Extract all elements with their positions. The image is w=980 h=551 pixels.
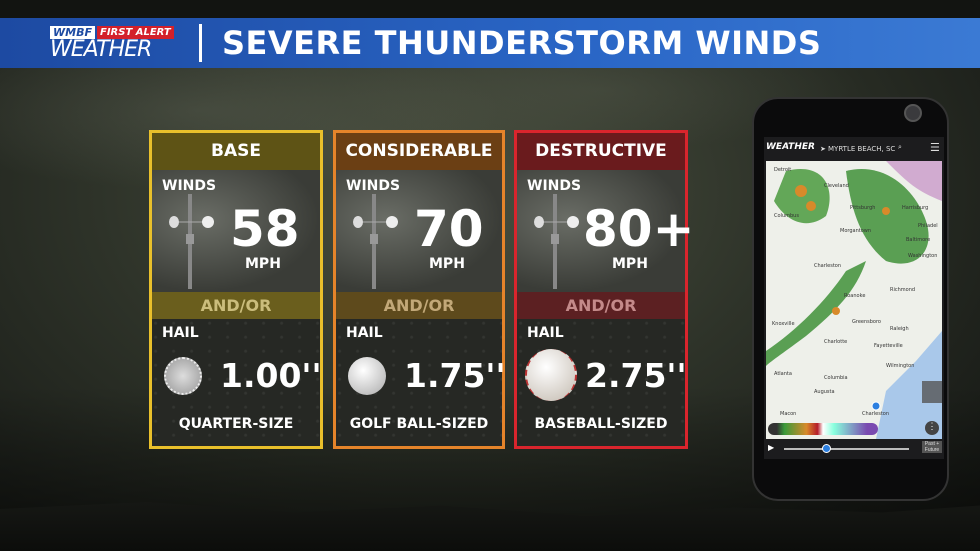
map-city-label: Roanoke — [844, 293, 866, 299]
hail-size-description: BASEBALL-SIZED — [534, 416, 668, 432]
map-city-label: Pittsburgh — [850, 205, 876, 211]
phone-mockup: WEATHER ➤ MYRTLE BEACH, SC ⌕ ☰ Detroit Cl… — [752, 97, 949, 501]
map-city-label: Charleston — [814, 263, 842, 269]
app-logo: WEATHER — [766, 142, 815, 152]
winds-section: WINDS 58 MPH — [152, 170, 320, 292]
map-city-label: Columbus — [774, 213, 799, 219]
station-logo: WMBF FIRST ALERT WEATHER — [50, 26, 175, 62]
threat-card-base: BASE WINDS 58 MPH AND/OR HAIL 1.00'' QUA… — [149, 130, 323, 449]
map-city-label: Atlanta — [774, 371, 792, 377]
map-city-label: Fayetteville — [874, 343, 903, 349]
anemometer-icon — [534, 194, 579, 289]
logo-first-alert: FIRST ALERT — [96, 26, 174, 39]
map-city-label: Raleigh — [890, 326, 909, 332]
hail-size-value: 1.75'' — [404, 356, 506, 395]
layer-button[interactable] — [922, 381, 942, 403]
hail-size-description: QUARTER-SIZE — [178, 416, 294, 432]
quarter-icon — [164, 357, 202, 395]
map-city-label: Washington — [908, 253, 938, 259]
hail-label: HAIL — [346, 325, 383, 341]
anemometer-icon — [169, 194, 214, 289]
map-city-label: Cleveland — [824, 183, 849, 189]
map-city-label: Philadel — [918, 223, 938, 229]
camera-icon — [904, 104, 922, 122]
map-city-label: Greensboro — [852, 319, 881, 325]
hail-section: HAIL 1.00'' QUARTER-SIZE — [152, 319, 322, 446]
page-title: SEVERE THUNDERSTORM WINDS — [222, 24, 822, 62]
top-strip — [0, 0, 980, 18]
app-bar: WEATHER ➤ MYRTLE BEACH, SC ⌕ ☰ — [764, 137, 944, 161]
map-city-label: Knoxville — [772, 321, 795, 327]
map-city-label: Macon — [780, 411, 797, 417]
radar-overlay — [766, 161, 942, 439]
golf-ball-icon — [348, 357, 386, 395]
play-icon[interactable]: ▶ — [768, 443, 775, 452]
anemometer-icon — [353, 194, 398, 289]
card-title: BASE — [152, 133, 320, 170]
hail-section: HAIL 2.75'' BASEBALL-SIZED — [517, 319, 687, 446]
wind-speed-value: 80+ — [583, 200, 695, 258]
map-city-label: Wilmington — [886, 363, 915, 369]
wind-speed-value: 58 — [230, 200, 300, 258]
search-icon[interactable]: ⌕ — [898, 143, 902, 151]
hail-section: HAIL 1.75'' GOLF BALL-SIZED — [336, 319, 506, 446]
location-arrow-icon: ➤ — [820, 145, 826, 153]
wind-speed-value: 70 — [414, 200, 484, 258]
radar-map[interactable]: Detroit Cleveland Pittsburgh Harrisburg Phil… — [766, 161, 942, 439]
card-title: DESTRUCTIVE — [517, 133, 685, 170]
baseball-icon — [525, 349, 577, 401]
winds-label: WINDS — [346, 178, 401, 194]
header-banner: WMBF FIRST ALERT WEATHER SEVERE THUNDERST… — [0, 18, 980, 68]
map-city-label: Augusta — [814, 389, 835, 395]
map-city-label: Morgantown — [840, 228, 872, 234]
winds-label: WINDS — [162, 178, 217, 194]
past-future-toggle[interactable]: Past + Future — [922, 441, 942, 453]
map-city-label: Charlotte — [824, 339, 848, 345]
more-options-icon[interactable]: ⋮ — [925, 421, 939, 435]
wind-unit: MPH — [612, 256, 648, 272]
map-city-label: Harrisburg — [902, 205, 929, 211]
hail-size-value: 1.00'' — [220, 356, 322, 395]
wind-unit: MPH — [429, 256, 465, 272]
winds-section: WINDS 70 MPH — [336, 170, 502, 292]
map-city-label: Charleston — [862, 411, 890, 417]
wind-unit: MPH — [245, 256, 281, 272]
map-city-label: Detroit — [774, 167, 792, 173]
and-or-band: AND/OR — [336, 292, 502, 319]
hail-label: HAIL — [527, 325, 564, 341]
and-or-band: AND/OR — [517, 292, 685, 319]
and-or-band: AND/OR — [152, 292, 320, 319]
hail-size-description: GOLF BALL-SIZED — [349, 416, 489, 432]
location-label[interactable]: MYRTLE BEACH, SC — [828, 145, 896, 153]
threat-card-considerable: CONSIDERABLE WINDS 70 MPH AND/OR HAIL 1.… — [333, 130, 506, 449]
phone-screen: WEATHER ➤ MYRTLE BEACH, SC ⌕ ☰ Detroit Cl… — [764, 137, 944, 459]
radar-legend — [768, 423, 878, 435]
map-city-label: Richmond — [890, 287, 916, 293]
map-city-label: Columbia — [824, 375, 848, 381]
hail-size-value: 2.75'' — [585, 356, 687, 395]
logo-wmbf: WMBF — [50, 26, 95, 39]
timeline-scrubber[interactable]: ▶ Past + Future — [764, 439, 944, 459]
hail-label: HAIL — [162, 325, 199, 341]
timeline-handle[interactable] — [822, 444, 831, 453]
winds-label: WINDS — [527, 178, 582, 194]
threat-card-destructive: DESTRUCTIVE WINDS 80+ MPH AND/OR HAIL 2.… — [514, 130, 694, 449]
logo-weather: WEATHER — [50, 37, 152, 62]
card-title: CONSIDERABLE — [336, 133, 502, 170]
winds-section: WINDS 80+ MPH — [517, 170, 694, 292]
header-divider — [199, 24, 202, 62]
menu-icon[interactable]: ☰ — [930, 141, 940, 154]
map-city-label: Baltimore — [906, 237, 931, 243]
